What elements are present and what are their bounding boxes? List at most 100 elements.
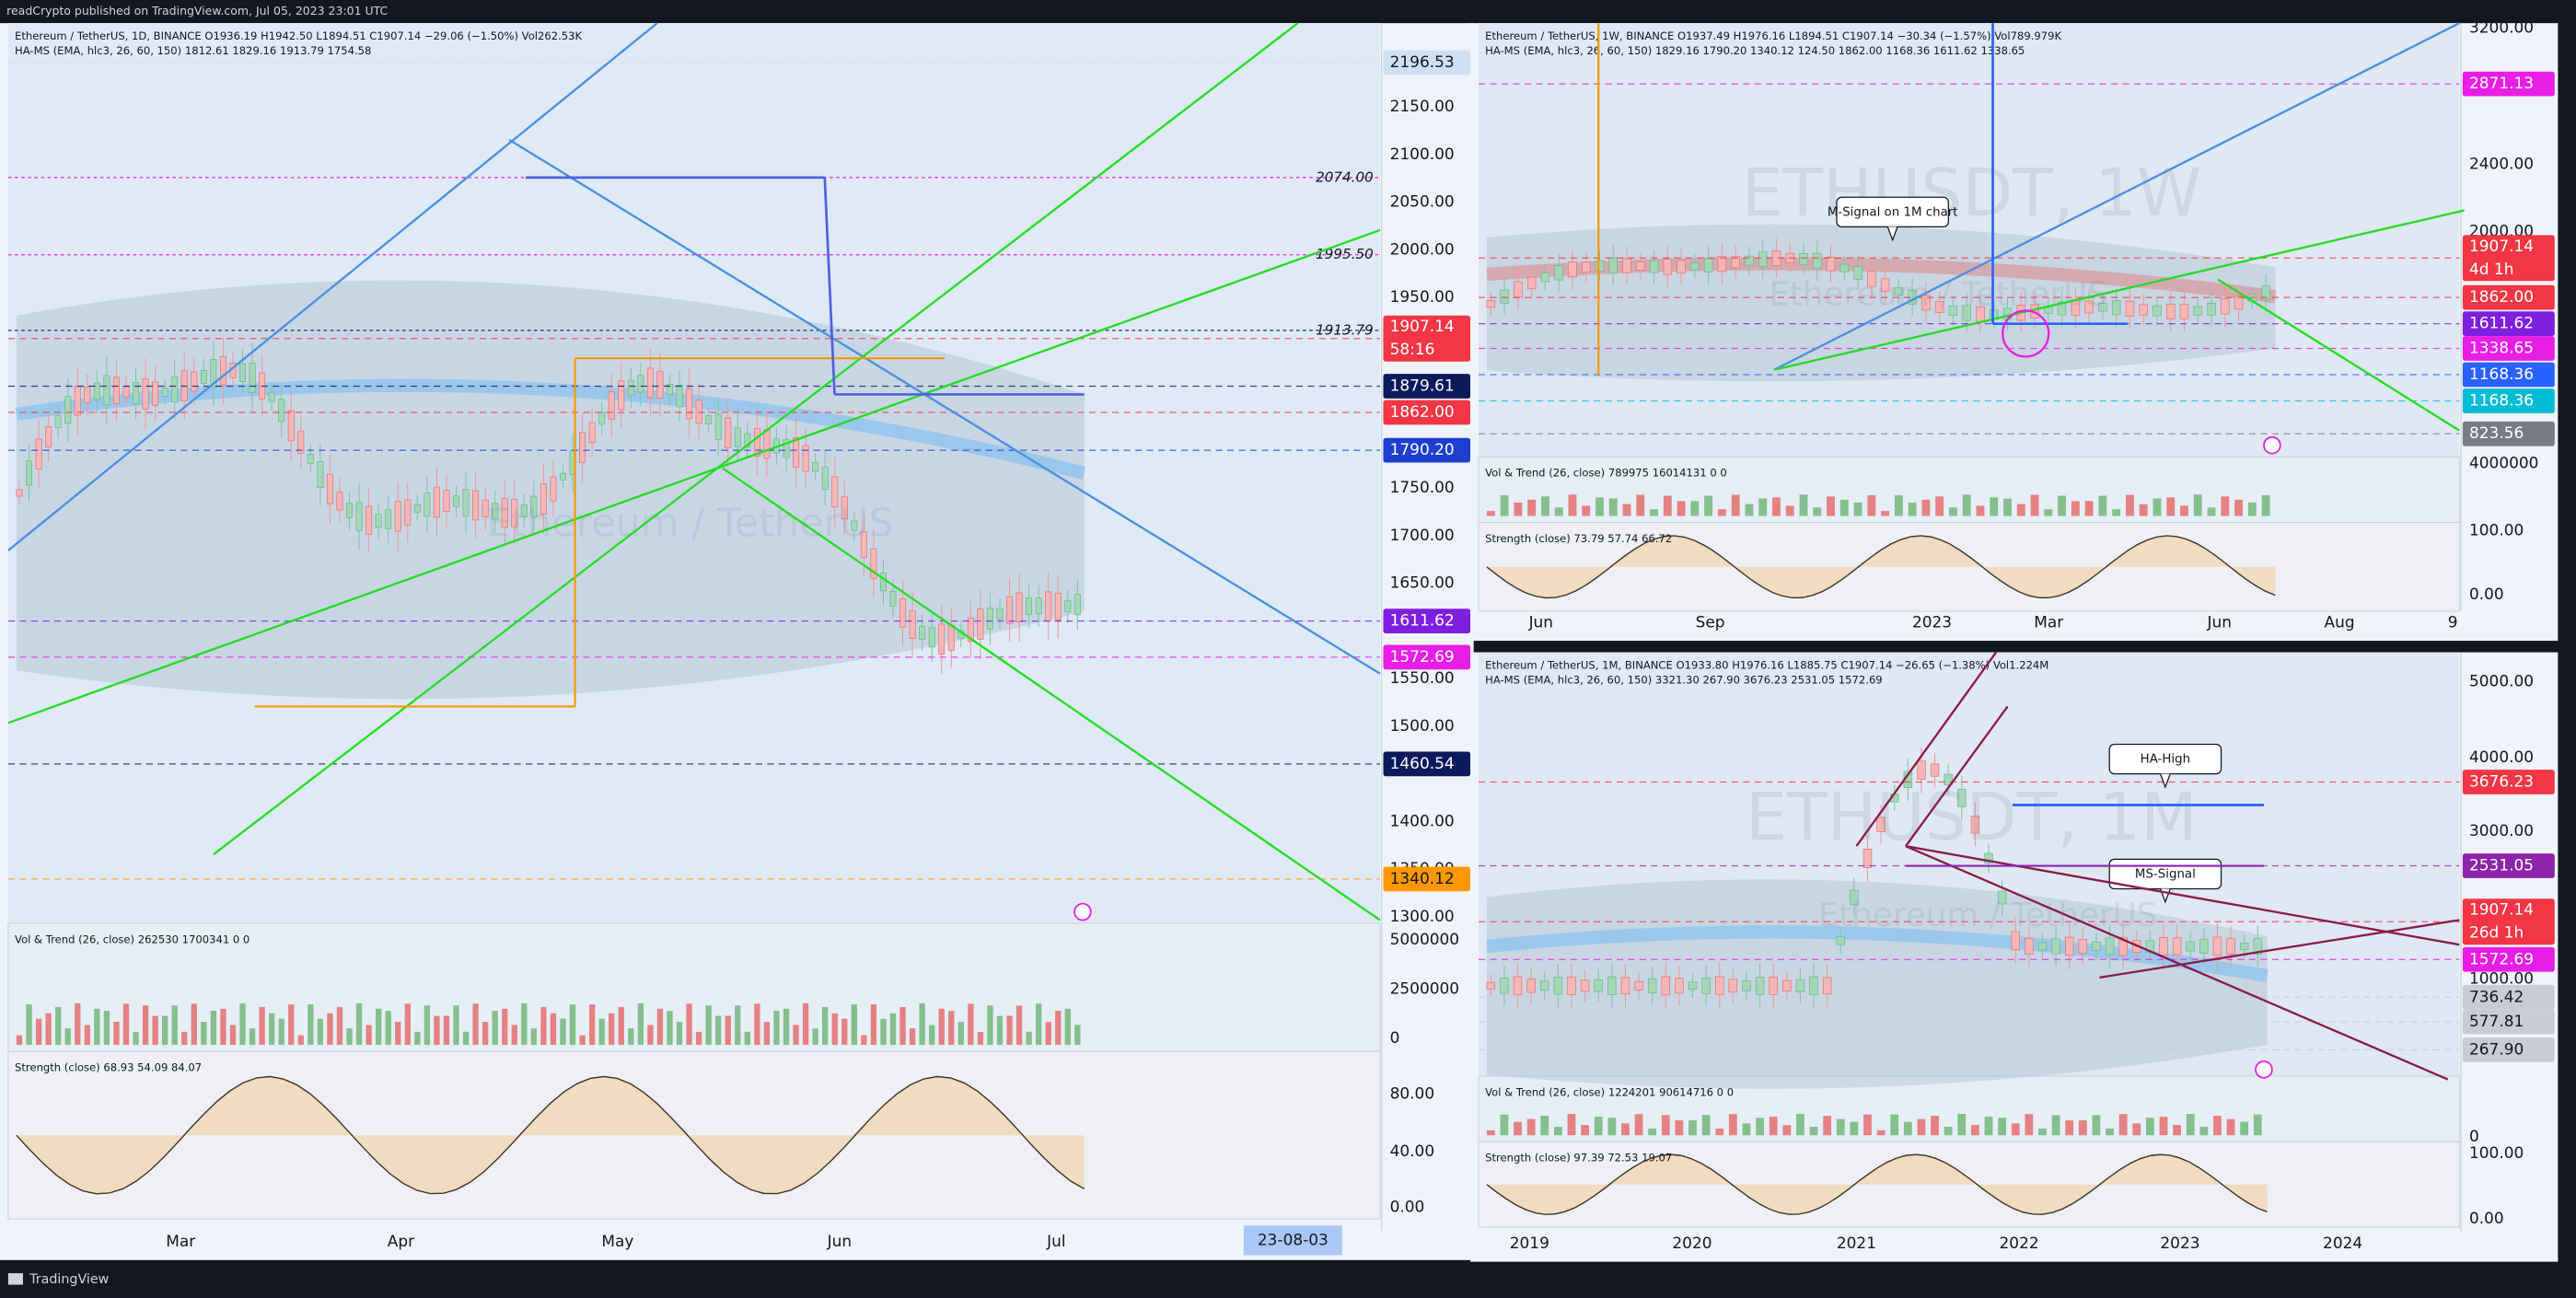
volume-bar: [346, 1028, 353, 1046]
candle-body: [1876, 817, 1886, 832]
candle-body: [219, 356, 226, 386]
volume-bar: [598, 1018, 605, 1046]
volume-bar: [2106, 1128, 2114, 1136]
candle-body: [793, 436, 800, 468]
candle-body: [1064, 599, 1072, 613]
pane-legend: Strength (close) 97.39 72.53 19.07: [1485, 1152, 1672, 1165]
candle-body: [492, 503, 499, 520]
candle-body: [45, 426, 52, 447]
price-axis-label: 1750.00: [1390, 478, 1455, 496]
candle-body: [443, 490, 450, 513]
volume-bar: [2234, 499, 2244, 516]
price-tag: [1383, 50, 1471, 75]
volume-bar: [2025, 1114, 2034, 1136]
candle-body: [783, 438, 790, 458]
candle-body: [2179, 304, 2189, 319]
brand-logo: [7, 1273, 23, 1285]
volume-bar: [1881, 511, 1890, 516]
indicator-pane: [7, 1050, 1381, 1220]
candle-body: [326, 473, 333, 504]
time-axis-label: 2023: [2160, 1234, 2199, 1252]
volume-bar: [297, 1035, 304, 1046]
volume-bar: [822, 1006, 829, 1046]
candle-body: [1853, 266, 1862, 280]
volume-bar: [609, 1013, 615, 1046]
volume-bar: [715, 1015, 722, 1046]
volume-bar: [2193, 494, 2202, 516]
candle-body: [1595, 260, 1605, 272]
volume-bar: [1890, 1114, 1899, 1136]
watermark: Ethereum / TetherUS: [1818, 897, 2158, 934]
volume-bar: [1990, 497, 1999, 516]
candle-body: [1701, 977, 1711, 994]
candle-body: [947, 625, 955, 651]
volume-bar: [530, 1028, 538, 1046]
candle-body: [1649, 260, 1659, 273]
candle-body: [1035, 597, 1042, 615]
volume-bar: [1554, 507, 1563, 516]
volume-bar: [2030, 494, 2039, 516]
price-tag-label: 1862.00: [2469, 287, 2534, 306]
candle-body: [744, 433, 751, 447]
candle-body: [74, 386, 81, 416]
candle-body: [2037, 942, 2048, 951]
pane-legend: Vol & Trend (26, close) 262530 1700341 0…: [15, 933, 249, 945]
volume-bar: [1772, 497, 1781, 516]
volume-bar: [278, 1018, 284, 1046]
volume-bar: [1622, 504, 1631, 516]
strength-line: [1486, 1153, 2268, 1215]
legend-line: HA-MS (EMA, hlc3, 26, 60, 150) 1829.16 1…: [1485, 44, 2025, 57]
candle-body: [472, 490, 480, 521]
price-tag: [2462, 235, 2555, 282]
volume-bar: [1074, 1025, 1081, 1046]
candle-body: [559, 472, 567, 481]
price-tag: [2462, 284, 2555, 310]
volume-bar: [1903, 1121, 1912, 1136]
price-tag: [2462, 1037, 2555, 1062]
footer-brand: TradingView: [29, 1272, 110, 1287]
candle-body: [550, 476, 557, 502]
price-tag: [1383, 315, 1471, 362]
volume-bar: [1836, 1118, 1845, 1136]
price-tag-countdown: 26d 1h: [2469, 923, 2524, 942]
volume-bar: [1850, 1121, 1859, 1136]
volume-bar: [1621, 1123, 1630, 1136]
price-axis-label: 2050.00: [1390, 192, 1455, 211]
volume-bar: [229, 1025, 237, 1046]
volume-bar: [754, 1003, 760, 1046]
candle-body: [1015, 592, 1023, 623]
chart-panel: Ethereum / TetherUS Ethereum / TetherUS, …: [0, 23, 1474, 1260]
price-axis-label: 4000000: [2469, 453, 2538, 471]
volume-bar: [831, 1013, 838, 1046]
price-axis-label: 1700.00: [1390, 526, 1455, 544]
volume-bar: [103, 1011, 110, 1046]
candle-body: [424, 493, 431, 517]
price-tag-label: 2871.13: [2469, 74, 2534, 92]
candle-body: [588, 422, 596, 444]
volume-bar: [2118, 1114, 2128, 1136]
volume-bar: [472, 1003, 479, 1046]
price-tag: [1383, 400, 1471, 425]
volume-bar: [1568, 494, 1577, 516]
volume-bar: [1661, 1115, 1670, 1136]
candle-body: [268, 391, 275, 402]
candle-body: [1540, 272, 1550, 283]
candle-body: [1799, 253, 1808, 265]
volume-bar: [695, 1031, 702, 1046]
candle-body: [977, 608, 984, 640]
candle-body: [646, 367, 654, 399]
price-axis-label: 0.00: [2469, 1209, 2504, 1227]
volume-bar: [1796, 1114, 1804, 1136]
candle-body: [1663, 259, 1673, 275]
time-axis-label: Jun: [2207, 612, 2232, 631]
volume-bar: [569, 1004, 576, 1046]
volume-bar: [1758, 498, 1768, 516]
candle-body: [1540, 980, 1549, 991]
volume-bar: [1827, 496, 1835, 516]
trend-line: [7, 228, 1381, 724]
watermark: Ethereum / TetherUS: [1769, 275, 2108, 313]
volume-bar: [1917, 1118, 1926, 1136]
candle-body: [297, 430, 305, 454]
candle-body: [1731, 256, 1740, 269]
candle-body: [501, 498, 508, 528]
